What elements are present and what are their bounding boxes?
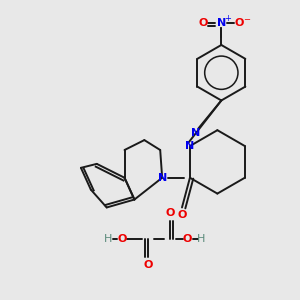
Text: N: N — [191, 128, 200, 138]
Text: O: O — [235, 18, 244, 28]
Text: H: H — [104, 234, 112, 244]
Text: −: − — [244, 15, 250, 24]
Text: O: O — [183, 234, 192, 244]
Text: O: O — [199, 18, 208, 28]
Text: N: N — [185, 141, 194, 151]
Text: O: O — [177, 210, 187, 220]
Text: O: O — [165, 208, 175, 218]
Text: +: + — [224, 14, 231, 23]
Text: O: O — [118, 234, 127, 244]
Text: H: H — [197, 234, 206, 244]
Text: N: N — [217, 18, 226, 28]
Text: O: O — [143, 260, 153, 270]
Text: N: N — [158, 173, 167, 183]
